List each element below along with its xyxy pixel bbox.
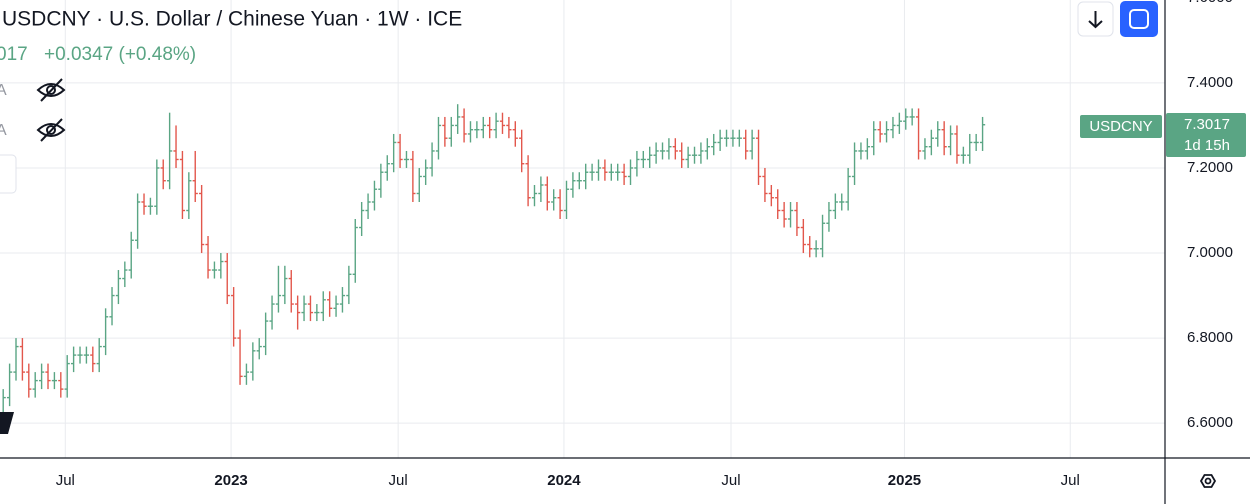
x-tick-label: 2024 [547,472,581,489]
symbol-badge [1080,115,1162,138]
y-tick-label: 7.2000 [1187,159,1233,176]
y-tick-label: 7.0000 [1187,244,1233,261]
price-badge [1166,113,1246,157]
price-fragment: 017 [0,44,28,65]
x-tick-label: 2023 [214,472,247,489]
settings-button[interactable] [1199,474,1217,488]
symbol-badge-label: USDCNY [1089,118,1152,135]
y-tick-label: 6.6000 [1187,414,1233,431]
axes: 6.6000 6.8000 7.0000 7.2000 7.4000 7.6000 Jul 2… [56,0,1233,489]
indicator-label: A [0,122,7,139]
x-tick-label: 2025 [888,472,921,489]
download-button[interactable] [1077,1,1114,37]
x-tick-label: Jul [389,472,408,489]
indicator-label: A [0,82,7,99]
countdown-label: 1d 15h [1184,137,1230,154]
y-tick-label: 6.8000 [1187,329,1233,346]
grid [0,0,1165,458]
hide-icon[interactable] [36,78,66,102]
hide-icon[interactable] [36,118,66,142]
y-tick-label: 7.6000 [1187,0,1233,6]
y-tick-label: 7.4000 [1187,74,1233,91]
chart-title: USDCNY · U.S. Dollar / Chinese Yuan · 1W… [2,8,462,31]
bars [0,104,986,424]
price-change: +0.0347 (+0.48%) [44,44,196,65]
side-panel-edge[interactable] [0,154,17,194]
logo [0,412,14,434]
x-tick-label: Jul [721,472,740,489]
price-badge-label: 7.3017 [1184,116,1230,133]
fullscreen-button[interactable] [1120,1,1158,37]
x-tick-label: Jul [56,472,75,489]
x-tick-label: Jul [1061,472,1080,489]
